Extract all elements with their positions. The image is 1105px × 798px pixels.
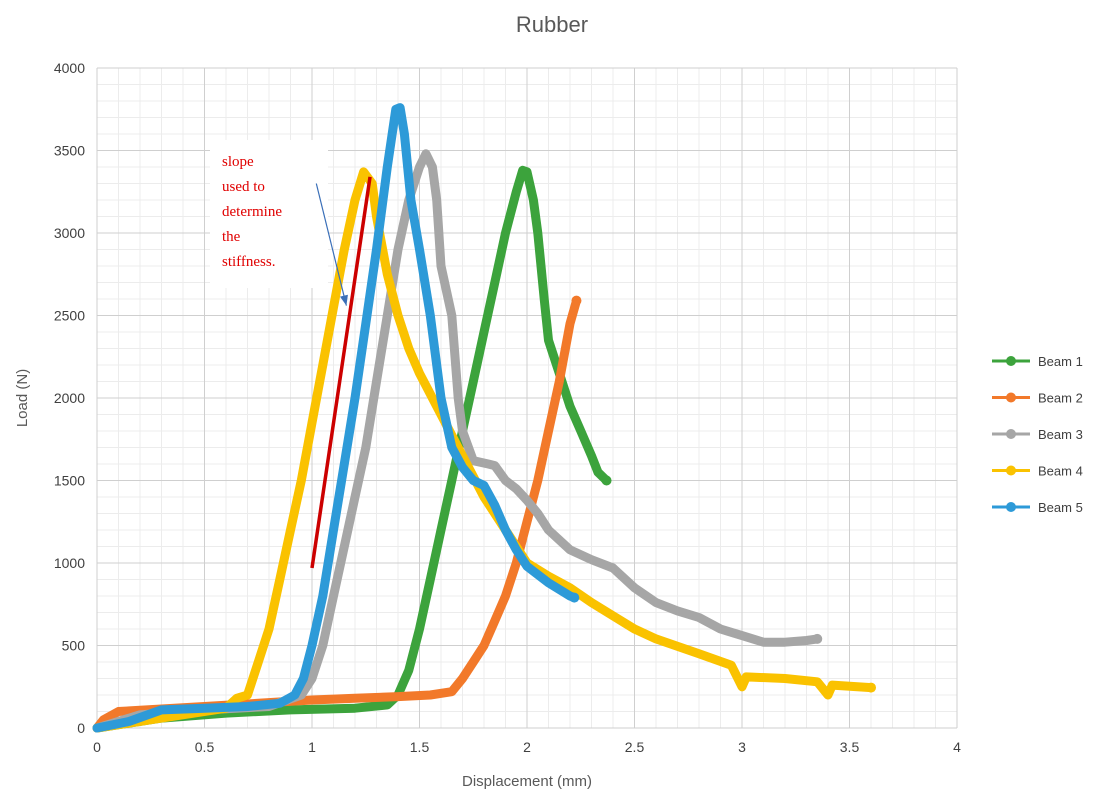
annotation-line-2: used to: [222, 179, 265, 195]
series-line-beam-1: [92, 165, 611, 733]
annotation-arrow-line: [315, 183, 347, 306]
legend-label: Beam 3: [1038, 427, 1083, 442]
series-line-beam-5: [92, 103, 579, 733]
y-tick-label: 500: [62, 638, 86, 654]
y-tick-label: 3500: [54, 143, 85, 159]
y-tick-label: 4000: [54, 60, 85, 76]
stiffness-annotation: slope used to determine the stiffness.: [210, 140, 372, 569]
series-end-marker-beam-4: [866, 682, 876, 693]
x-tick-label: 4: [953, 739, 961, 755]
x-tick-label: 0.5: [195, 739, 215, 755]
y-tick-label: 3000: [54, 225, 85, 241]
x-tick-label: 1.5: [410, 739, 430, 755]
x-tick-label: 3: [738, 739, 746, 755]
annotation-line-4: the: [222, 229, 241, 245]
y-tick-label: 2000: [54, 390, 85, 406]
series-end-marker-beam-2: [571, 295, 582, 306]
annotation-arrow-head: [339, 294, 348, 306]
series-end-marker-beam-1: [601, 475, 612, 486]
y-axis-tick-labels: 0 500 1000 1500 2000 2500 3000 3500 4000: [54, 60, 85, 736]
series-layer: [92, 103, 876, 733]
x-tick-label: 3.5: [840, 739, 860, 755]
annotation-line-3: determine: [222, 204, 282, 220]
series-line-beam-4: [92, 167, 876, 733]
series-end-marker-beam-3: [812, 633, 823, 644]
x-axis-tick-labels: 0 0.5 1 1.5 2 2.5 3 3.5 4: [93, 739, 961, 755]
series-line-beam-3: [92, 149, 822, 733]
legend-swatch-marker: [1006, 502, 1016, 512]
legend-swatch-marker: [1006, 429, 1016, 439]
legend: Beam 1 Beam 2 Beam 3 Beam 4 Beam 5: [992, 354, 1083, 515]
legend-label: Beam 1: [1038, 354, 1083, 369]
y-axis-label: Load (N): [14, 369, 31, 427]
x-axis-label: Displacement (mm): [462, 773, 592, 790]
legend-label: Beam 4: [1038, 464, 1083, 479]
y-tick-label: 1500: [54, 473, 85, 489]
legend-label: Beam 2: [1038, 391, 1083, 406]
x-tick-label: 0: [93, 739, 101, 755]
legend-label: Beam 5: [1038, 500, 1083, 515]
legend-swatch-marker: [1006, 465, 1016, 476]
y-tick-label: 1000: [54, 555, 85, 571]
x-tick-label: 2.5: [625, 739, 645, 755]
y-tick-label: 0: [77, 720, 85, 736]
x-tick-label: 1: [308, 739, 316, 755]
legend-swatch-marker: [1006, 392, 1016, 403]
slope-line: [310, 176, 372, 569]
chart-title: Rubber: [516, 12, 588, 37]
annotation-box: [210, 140, 328, 288]
series-end-marker-beam-5: [569, 592, 580, 603]
legend-swatch-marker: [1006, 356, 1016, 366]
y-tick-label: 2500: [54, 308, 85, 324]
annotation-line-1: slope: [222, 154, 254, 170]
annotation-line-5: stiffness.: [222, 254, 275, 270]
x-tick-label: 2: [523, 739, 531, 755]
